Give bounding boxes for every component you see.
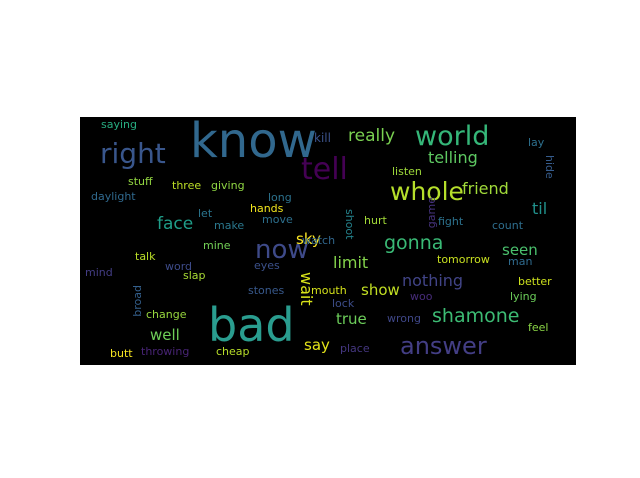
word-daylight: daylight bbox=[91, 190, 136, 203]
word-nothing: nothing bbox=[402, 271, 464, 290]
word-limit: limit bbox=[333, 253, 369, 272]
word-feel: feel bbox=[528, 321, 549, 334]
word-stuff: stuff bbox=[128, 175, 153, 188]
word-tomorrow: tomorrow bbox=[437, 253, 490, 266]
word-mine: mine bbox=[203, 239, 231, 252]
word-friend: friend bbox=[462, 179, 509, 198]
word-change: change bbox=[146, 308, 187, 321]
word-sky: sky bbox=[296, 230, 321, 248]
word-face: face bbox=[157, 214, 194, 234]
word-move: move bbox=[262, 213, 293, 226]
word-tell: tell bbox=[301, 152, 348, 187]
word-wrong: wrong bbox=[387, 312, 421, 325]
word-hurt: hurt bbox=[364, 214, 387, 227]
word-place: place bbox=[340, 342, 370, 355]
word-shoot: shoot bbox=[343, 209, 356, 240]
word-world: world bbox=[415, 121, 490, 152]
word-say: say bbox=[304, 336, 330, 354]
word-let: let bbox=[198, 207, 213, 220]
word-lay: lay bbox=[528, 136, 545, 149]
word-long: long bbox=[268, 191, 292, 204]
word-throwing: throwing bbox=[141, 345, 190, 358]
word-now: now bbox=[255, 235, 309, 265]
word-game: game bbox=[425, 197, 438, 229]
word-mouth: mouth bbox=[311, 284, 347, 297]
word-shamone: shamone bbox=[432, 305, 520, 327]
word-cheap: cheap bbox=[216, 345, 250, 358]
word-woo: woo bbox=[410, 290, 433, 303]
word-answer: answer bbox=[400, 332, 487, 360]
word-cloud: know bad tell right world whole answer s… bbox=[80, 117, 576, 365]
word-listen: listen bbox=[392, 165, 422, 178]
word-mind: mind bbox=[85, 266, 113, 279]
word-really: really bbox=[348, 126, 395, 146]
word-giving: giving bbox=[211, 179, 245, 192]
word-stones: stones bbox=[248, 284, 285, 297]
word-telling: telling bbox=[428, 148, 478, 167]
word-kill: kill bbox=[314, 131, 331, 145]
word-til: til bbox=[532, 199, 548, 218]
word-hands: hands bbox=[250, 202, 284, 215]
word-lying: lying bbox=[510, 290, 537, 303]
word-saying: saying bbox=[101, 118, 137, 131]
word-fight: fight bbox=[438, 215, 464, 228]
word-eyes: eyes bbox=[254, 259, 280, 272]
word-talk: talk bbox=[135, 250, 156, 263]
word-butt: butt bbox=[110, 347, 133, 360]
word-better: better bbox=[518, 275, 552, 288]
word-lock: lock bbox=[332, 297, 355, 310]
word-watch: watch bbox=[302, 234, 336, 247]
word-make: make bbox=[214, 219, 245, 232]
word-slap: slap bbox=[183, 269, 206, 282]
word-bad: bad bbox=[208, 298, 295, 352]
word-count: count bbox=[492, 219, 524, 232]
word-show: show bbox=[361, 281, 400, 299]
word-hide: hide bbox=[543, 155, 556, 179]
word-seen: seen bbox=[502, 241, 538, 259]
word-man: man bbox=[508, 255, 533, 268]
word-gonna: gonna bbox=[384, 232, 444, 254]
word-wait: wait bbox=[297, 272, 316, 306]
word-three: three bbox=[172, 179, 202, 192]
word-true: true bbox=[336, 310, 367, 328]
word-broad: broad bbox=[131, 285, 144, 317]
word-right: right bbox=[100, 137, 166, 170]
word-well: well bbox=[150, 326, 180, 344]
word-whole: whole bbox=[390, 177, 464, 206]
word-know: know bbox=[190, 117, 317, 169]
word-word: word bbox=[165, 260, 193, 273]
